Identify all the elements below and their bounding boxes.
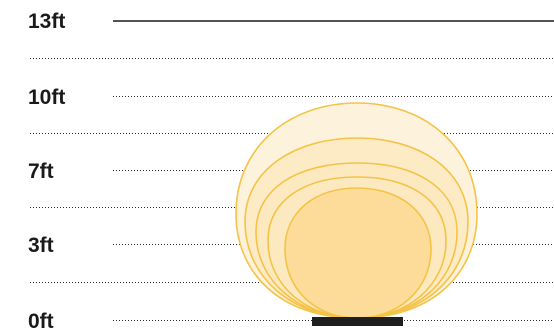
height-label-0ft: 0ft [28, 310, 54, 332]
height-label-7ft: 7ft [28, 160, 54, 183]
height-label-10ft: 10ft [28, 86, 65, 109]
height-guide-lines [113, 20, 554, 321]
light-beam [235, 102, 478, 319]
light-fixture-bar [312, 317, 403, 326]
height-label-13ft: 13ft [28, 10, 65, 33]
height-labels: 13ft 10ft 7ft 3ft 0ft [28, 10, 65, 332]
beam-ring-inner [284, 187, 432, 319]
height-label-3ft: 3ft [28, 234, 54, 257]
